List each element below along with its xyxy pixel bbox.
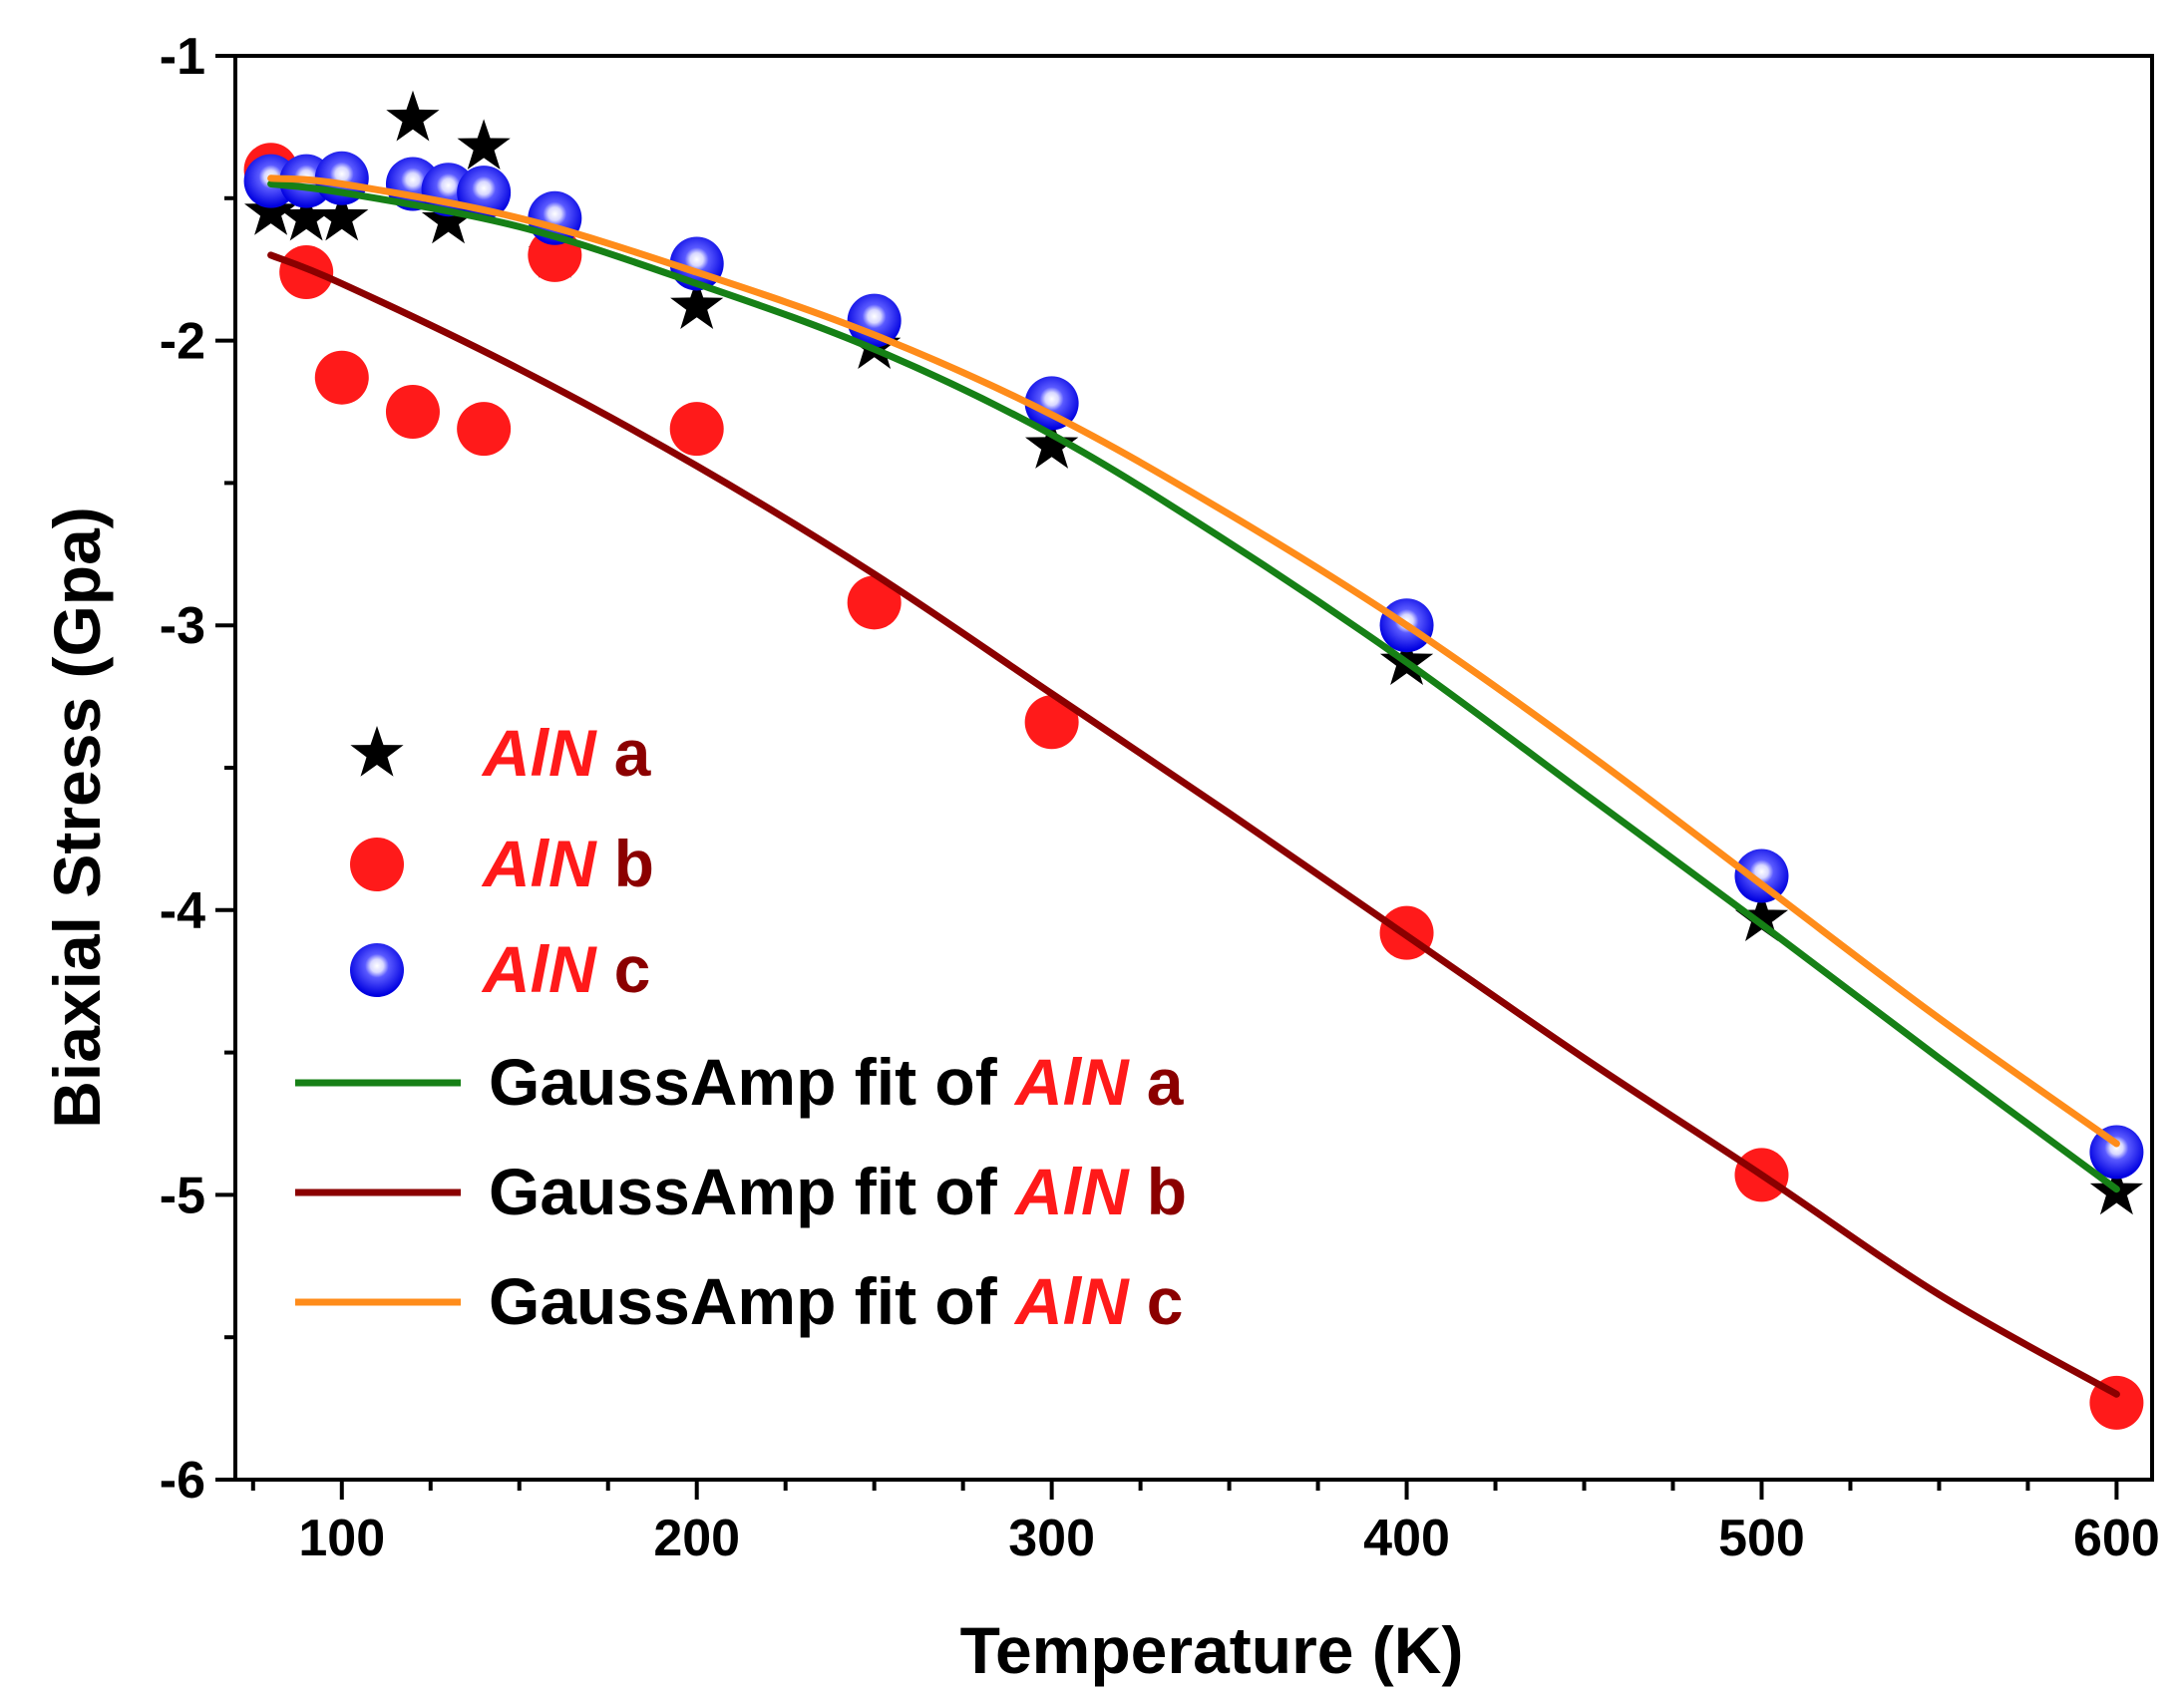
y-tick-label: -6 [160, 1452, 205, 1510]
legend-label-material: AlN [481, 827, 597, 900]
legend-label-prefix: GaussAmp fit of [489, 1045, 1015, 1119]
legend-label-suffix: a [614, 716, 652, 790]
data-point [847, 293, 902, 348]
legend-label-suffix: c [614, 932, 651, 1006]
data-point [1024, 695, 1079, 750]
legend-label: GaussAmp fit of AlN a [489, 1045, 1185, 1119]
legend-label-suffix: b [614, 827, 654, 900]
fit-curves [267, 174, 2120, 1398]
legend-item-5: GaussAmp fit of AlN b [295, 1155, 1187, 1228]
data-point [847, 575, 902, 630]
legend-marker-circle [350, 838, 404, 891]
data-point [1734, 848, 1789, 903]
legend-label-material: AlN [481, 716, 597, 790]
x-tick-label: 200 [653, 1510, 740, 1567]
data-point [279, 245, 334, 300]
legend-item-6: GaussAmp fit of AlN c [295, 1264, 1183, 1338]
legend-label-material: AlN [1013, 1264, 1130, 1338]
legend-label-suffix: b [1147, 1155, 1187, 1228]
data-point [1734, 890, 1789, 941]
legend-label: GaussAmp fit of AlN b [489, 1155, 1187, 1228]
legend-item-1: AlN a [350, 716, 652, 790]
legend-item-3: AlN c [350, 932, 650, 1006]
x-tick-label: 500 [1718, 1510, 1805, 1567]
data-point [279, 189, 333, 241]
legend-label-suffix: c [1147, 1264, 1184, 1338]
legend-label: AlN c [481, 932, 650, 1006]
fit-line [267, 180, 2120, 1193]
y-tick-label: -1 [160, 28, 205, 86]
x-tick-label: 300 [1008, 1510, 1095, 1567]
y-tick-label: -3 [160, 597, 205, 655]
legend-label: AlN a [481, 716, 652, 790]
legend-label-material: AlN [1013, 1045, 1130, 1119]
fit-line [267, 251, 2120, 1398]
data-point [421, 192, 476, 244]
data-point [669, 402, 724, 457]
data-point [1025, 418, 1079, 469]
legend-label-material: AlN [1013, 1155, 1130, 1228]
legend-label-prefix: GaussAmp fit of [489, 1264, 1015, 1338]
x-tick-label: 100 [298, 1510, 385, 1567]
data-point [457, 119, 511, 170]
data-point [315, 189, 369, 241]
legend-marker-star [350, 726, 404, 777]
y-axis-title: Biaxial Stress (Gpa) [40, 507, 114, 1129]
data-point [244, 184, 298, 235]
y-tick-label: -4 [160, 882, 205, 940]
x-axis-title: Temperature (K) [960, 1613, 1464, 1687]
legend-item-4: GaussAmp fit of AlN a [295, 1045, 1185, 1119]
data-point [2089, 1125, 2144, 1180]
legend-label: AlN b [481, 827, 654, 900]
legend-label-material: AlN [481, 932, 597, 1006]
fit-line [267, 174, 2120, 1148]
x-tick-label: 600 [2073, 1510, 2160, 1567]
legend-marker-sphere [350, 943, 404, 997]
legend-label-prefix: GaussAmp fit of [489, 1155, 1015, 1228]
x-tick-label: 400 [1363, 1510, 1450, 1567]
data-point [385, 385, 440, 439]
y-tick-label: -5 [160, 1167, 205, 1224]
y-tick-label: -2 [160, 313, 205, 371]
legend-label: GaussAmp fit of AlN c [489, 1264, 1183, 1338]
legend-item-2: AlN b [350, 827, 654, 900]
data-point [670, 278, 724, 329]
axes: 100 200 300 400 500 600 -1 -2 -3 -4 -5 -6 [160, 28, 2160, 1567]
data-point [314, 350, 369, 405]
series-sphere [243, 151, 2144, 1180]
data-point [457, 402, 512, 457]
data-point [1024, 376, 1079, 431]
data-point [386, 90, 440, 142]
legend-label-suffix: a [1147, 1045, 1185, 1119]
